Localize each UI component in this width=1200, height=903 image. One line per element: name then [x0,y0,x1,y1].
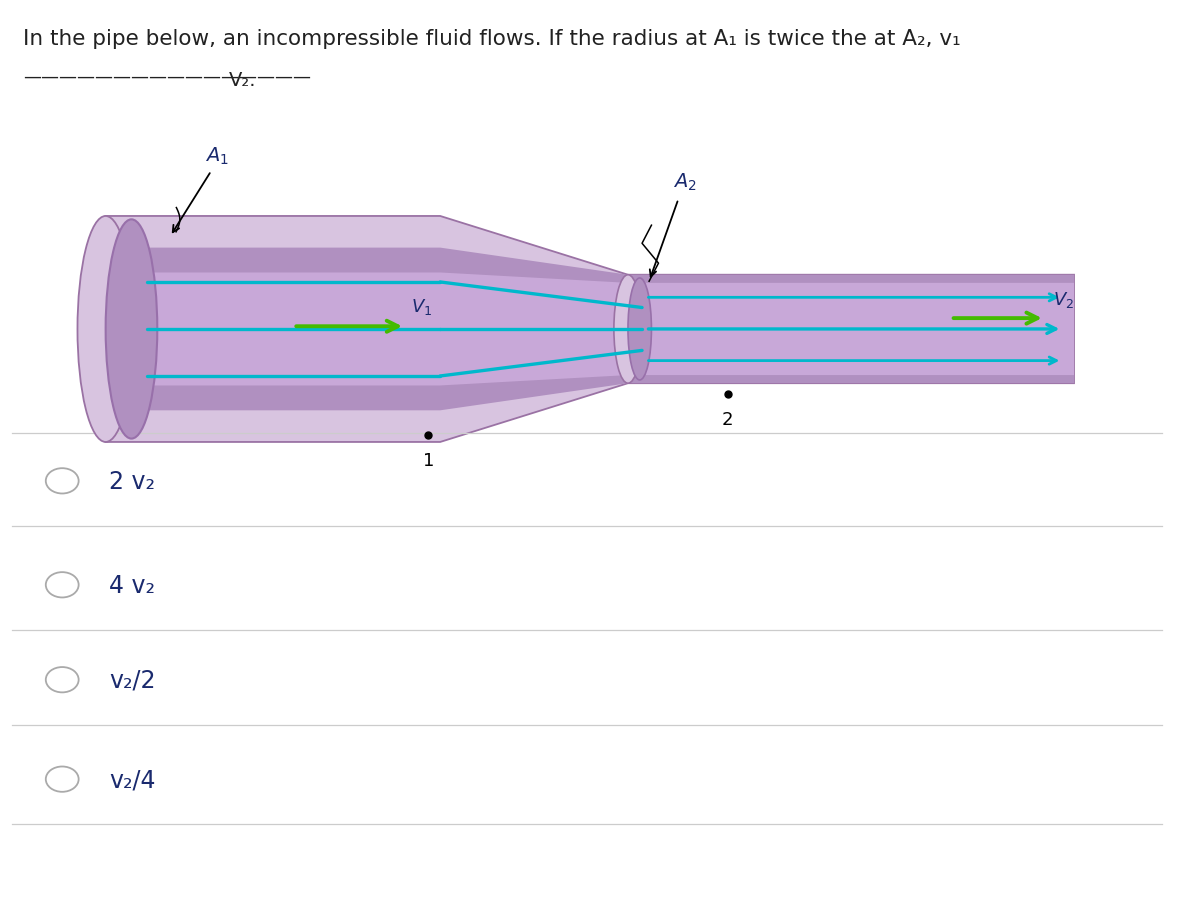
Text: 4 v₂: 4 v₂ [109,573,155,597]
Polygon shape [106,248,1074,411]
Polygon shape [106,217,1074,442]
Text: v₂/4: v₂/4 [109,768,156,791]
Text: V₂.: V₂. [229,71,257,90]
Text: $A_2$: $A_2$ [672,171,696,192]
Ellipse shape [628,279,652,380]
Text: ————————————————: ———————————————— [24,68,312,86]
Ellipse shape [106,220,157,439]
Text: 1: 1 [422,452,434,470]
Text: v₂/2: v₂/2 [109,668,156,692]
Text: 2 v₂: 2 v₂ [109,470,155,493]
Ellipse shape [78,217,134,442]
Polygon shape [106,273,1074,386]
Ellipse shape [614,275,642,384]
Text: $A_1$: $A_1$ [205,145,229,167]
Text: In the pipe below, an incompressible fluid flows. If the radius at A₁ is twice t: In the pipe below, an incompressible flu… [24,29,961,49]
Text: $V_2$: $V_2$ [1052,290,1074,310]
Text: $V_1$: $V_1$ [410,297,432,317]
Text: 2: 2 [722,411,733,429]
